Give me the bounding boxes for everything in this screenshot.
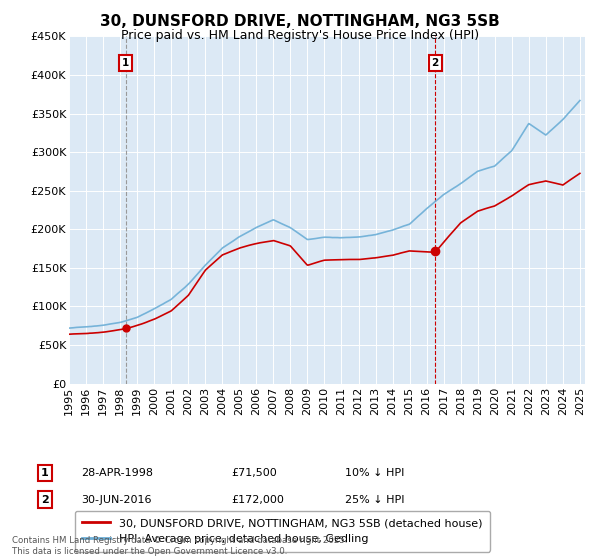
- Text: 2: 2: [41, 494, 49, 505]
- Text: 30-JUN-2016: 30-JUN-2016: [81, 494, 151, 505]
- Legend: 30, DUNSFORD DRIVE, NOTTINGHAM, NG3 5SB (detached house), HPI: Average price, de: 30, DUNSFORD DRIVE, NOTTINGHAM, NG3 5SB …: [74, 511, 490, 552]
- Text: Contains HM Land Registry data © Crown copyright and database right 2025.
This d: Contains HM Land Registry data © Crown c…: [12, 536, 347, 556]
- Text: 1: 1: [41, 468, 49, 478]
- Text: 2: 2: [431, 58, 439, 68]
- Text: £172,000: £172,000: [231, 494, 284, 505]
- Text: £71,500: £71,500: [231, 468, 277, 478]
- Text: 25% ↓ HPI: 25% ↓ HPI: [345, 494, 404, 505]
- Text: 28-APR-1998: 28-APR-1998: [81, 468, 153, 478]
- Text: 10% ↓ HPI: 10% ↓ HPI: [345, 468, 404, 478]
- Text: 1: 1: [122, 58, 129, 68]
- Text: 30, DUNSFORD DRIVE, NOTTINGHAM, NG3 5SB: 30, DUNSFORD DRIVE, NOTTINGHAM, NG3 5SB: [100, 14, 500, 29]
- Text: Price paid vs. HM Land Registry's House Price Index (HPI): Price paid vs. HM Land Registry's House …: [121, 29, 479, 42]
